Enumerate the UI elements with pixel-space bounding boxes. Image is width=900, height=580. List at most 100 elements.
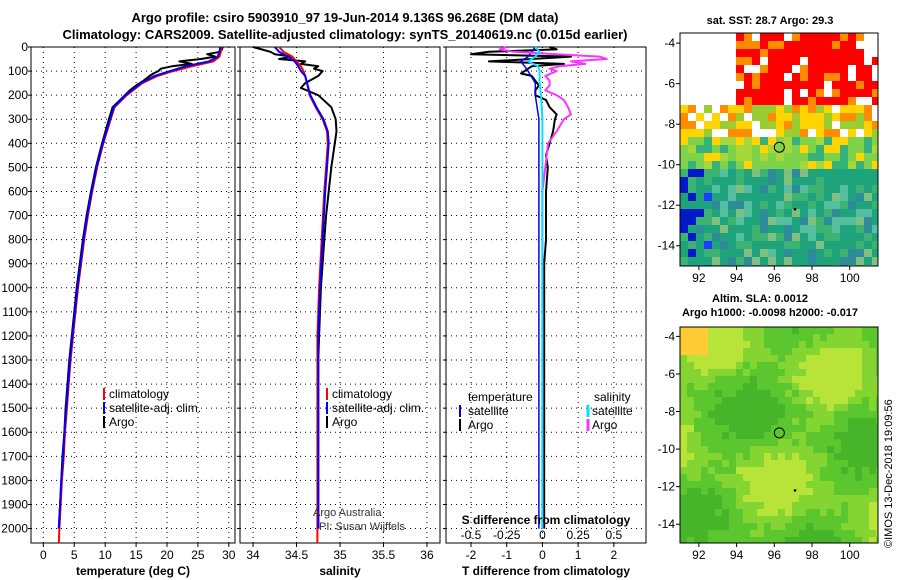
map-cell (848, 327, 855, 334)
map-cell (729, 495, 736, 502)
map-cell (832, 121, 840, 129)
map-cell (760, 81, 768, 89)
map-cell (848, 481, 855, 488)
map-cell (701, 411, 708, 418)
map-cell (712, 233, 720, 241)
map-cell (855, 474, 862, 481)
map-cell (757, 453, 764, 460)
map-cell (680, 383, 687, 390)
map-cell (848, 509, 855, 516)
map-cell (848, 383, 855, 390)
map-cell (862, 446, 869, 453)
map-cell (757, 334, 764, 341)
map-cell (704, 129, 712, 137)
map-cell (841, 474, 848, 481)
map-cell (876, 460, 878, 467)
map-cell (832, 129, 840, 137)
map-cell (776, 193, 784, 201)
map-cell (806, 453, 813, 460)
map-cell (848, 161, 856, 169)
map-cell (764, 509, 771, 516)
map-cell (832, 161, 840, 169)
map-cell (729, 481, 736, 488)
map-cell (687, 460, 694, 467)
map-cell (855, 502, 862, 509)
map-cell (720, 129, 728, 137)
map-cell (744, 209, 752, 217)
map-cell (816, 177, 824, 185)
map-cell (736, 57, 744, 65)
map-cell (834, 334, 841, 341)
map-cell (688, 65, 696, 73)
map-cell (848, 193, 856, 201)
map-cell (799, 348, 806, 355)
map-cell (750, 397, 757, 404)
map-cell (840, 161, 848, 169)
map-cell (832, 105, 840, 113)
map-cell (778, 481, 785, 488)
map-cell (680, 169, 688, 177)
map-cell (688, 169, 696, 177)
map-cell (696, 201, 704, 209)
map-cell (752, 153, 760, 161)
map-cell (704, 249, 712, 257)
map-cell (824, 193, 832, 201)
map-cell (832, 57, 840, 65)
map-cell (806, 390, 813, 397)
map-cell (680, 89, 688, 97)
map-cell (856, 137, 864, 145)
map-cell (715, 488, 722, 495)
map-cell (743, 537, 750, 543)
map-cell (688, 57, 696, 65)
map-cell (808, 81, 816, 89)
legend-label: Argo (109, 415, 135, 429)
map-cell (743, 523, 750, 530)
map-cell (701, 376, 708, 383)
map-cell (800, 209, 808, 217)
map-cell (736, 411, 743, 418)
map-cell (776, 137, 784, 145)
map-cell (771, 516, 778, 523)
map-cell (687, 446, 694, 453)
map-cell (840, 113, 848, 121)
map-cell (785, 369, 792, 376)
map-cell (855, 334, 862, 341)
map-cell (736, 432, 743, 439)
map-cell (680, 397, 687, 404)
map-cell (784, 233, 792, 241)
map-cell (840, 177, 848, 185)
map-cell (784, 81, 792, 89)
map-cell (680, 81, 688, 89)
map-cell (768, 97, 776, 105)
map-cell (848, 376, 855, 383)
map-cell (848, 41, 856, 49)
map-cell (792, 376, 799, 383)
map-cell (784, 169, 792, 177)
map-y-tick-label: -12 (658, 198, 676, 212)
map-cell (771, 369, 778, 376)
map-cell (856, 209, 864, 217)
map-cell (776, 225, 784, 233)
map-cell (840, 233, 848, 241)
x-axis-label: T difference from climatology (462, 564, 630, 578)
map-cell (771, 432, 778, 439)
map-cell (864, 129, 872, 137)
map-cell (862, 411, 869, 418)
secondary-float-marker (793, 207, 797, 211)
map-cell (743, 432, 750, 439)
map-cell (848, 217, 856, 225)
map-cell (760, 209, 768, 217)
map-cell (840, 257, 848, 265)
map-cell (827, 432, 834, 439)
series-line-t-satellite (520, 46, 540, 529)
map-cell (696, 145, 704, 153)
map-cell (752, 57, 760, 65)
map-cell (729, 439, 736, 446)
map-cell (824, 217, 832, 225)
map-cell (799, 390, 806, 397)
map-cell (816, 57, 824, 65)
map-cell (784, 49, 792, 57)
map-cell (694, 355, 701, 362)
map-cell (712, 193, 720, 201)
map-cell (696, 137, 704, 145)
